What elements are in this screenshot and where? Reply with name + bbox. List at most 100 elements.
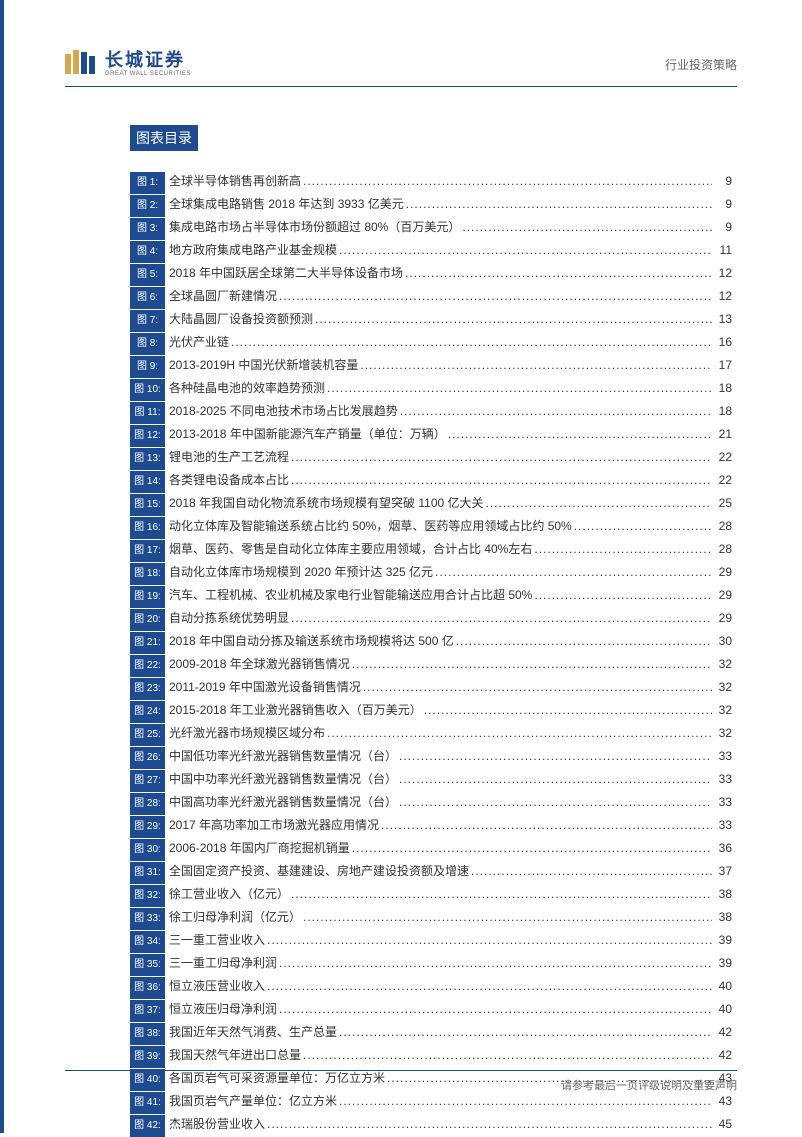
toc-item-page: 45 [714,1114,732,1134]
toc-dots [363,677,712,697]
toc-item-page: 22 [714,447,732,467]
toc-item-label: 图 3: [130,218,165,240]
toc-item: 图 1:全球半导体销售再创新高9 [130,171,732,194]
toc-item-page: 9 [714,194,732,214]
toc-item-label: 图 28: [130,793,165,815]
toc-item: 图 15:2018 年我国自动化物流系统市场规模有望突破 1100 亿大关 25 [130,493,732,516]
toc-item-title: 集成电路市场占半导体市场份额超过 80%（百万美元） [169,217,460,237]
toc-item-label: 图 37: [130,1000,165,1022]
toc-item-page: 32 [714,654,732,674]
toc-item-label: 图 36: [130,977,165,999]
toc-dots [360,355,712,375]
toc-item-title: 我国页岩气产量单位：亿立方米 [169,1091,337,1111]
toc-dots [486,493,712,513]
toc-item-label: 图 15: [130,494,165,516]
toc-item-label: 图 26: [130,747,165,769]
toc-dots [291,447,712,467]
toc-item-title: 2013-2019H 中国光伏新增装机容量 [169,355,358,375]
header-right-text: 行业投资策略 [665,56,737,73]
toc-item-page: 30 [714,631,732,651]
toc-item-label: 图 5: [130,264,165,286]
page-header: 长城证券 GREAT WALL SECURITIES 行业投资策略 [65,48,737,87]
toc-item-page: 32 [714,723,732,743]
toc-dots [327,378,712,398]
toc-item: 图 36:恒立液压营业收入40 [130,976,732,999]
toc-item-page: 40 [714,976,732,996]
toc-item-label: 图 17: [130,540,165,562]
toc-item: 图 37:恒立液压归母净利润40 [130,999,732,1022]
toc-item: 图 2:全球集成电路销售 2018 年达到 3933 亿美元9 [130,194,732,217]
toc-item-page: 17 [714,355,732,375]
toc-item-label: 图 34: [130,931,165,953]
toc-dots [279,999,712,1019]
toc-item-page: 38 [714,907,732,927]
toc-dots [399,746,712,766]
toc-item: 图 24:2015-2018 年工业激光器销售收入（百万美元） 32 [130,700,732,723]
toc-item-label: 图 12: [130,425,165,447]
toc-item: 图 33:徐工归母净利润（亿元）38 [130,907,732,930]
toc-item-page: 39 [714,930,732,950]
toc-dots [399,792,712,812]
section-title: 图表目录 [130,125,198,151]
toc-item-page: 33 [714,769,732,789]
toc-dots [534,585,712,605]
toc-item-label: 图 18: [130,563,165,585]
toc-item-title: 2018 年我国自动化物流系统市场规模有望突破 1100 亿大关 [169,493,484,513]
toc-dots [339,1022,712,1042]
toc-dots [267,976,712,996]
toc-item-page: 43 [714,1091,732,1111]
toc-item-title: 锂电池的生产工艺流程 [169,447,289,467]
toc-item: 图 11:2018-2025 不同电池技术市场占比发展趋势18 [130,401,732,424]
toc-item: 图 19:汽车、工程机械、农业机械及家电行业智能输送应用合计占比超 50%29 [130,585,732,608]
toc-dots [400,401,712,421]
toc-item-label: 图 10: [130,379,165,401]
toc-item-title: 中国低功率光纤激光器销售数量情况（台） [169,746,397,766]
toc-item-page: 40 [714,999,732,1019]
toc-item-title: 大陆晶圆厂设备投资额预测 [169,309,313,329]
toc-item-label: 图 22: [130,655,165,677]
toc-item-title: 全球半导体销售再创新高 [169,171,301,191]
toc-item: 图 31:全国固定资产投资、基建建设、房地产建设投资额及增速37 [130,861,732,884]
toc-item: 图 30:2006-2018 年国内厂商挖掘机销量36 [130,838,732,861]
toc-item-page: 38 [714,884,732,904]
toc-dots [231,332,712,352]
toc-item: 图 17:烟草、医药、零售是自动化立体库主要应用领域，合计占比 40%左右28 [130,539,732,562]
logo-sub-text: GREAT WALL SECURITIES [105,71,191,77]
toc-item-label: 图 11: [130,402,165,424]
toc-item-page: 32 [714,700,732,720]
toc-item: 图 23:2011-2019 年中国激光设备销售情况32 [130,677,732,700]
toc-dots [352,838,712,858]
toc-dots [456,631,712,651]
toc-item-page: 32 [714,677,732,697]
toc-item: 图 8:光伏产业链16 [130,332,732,355]
toc-item-label: 图 33: [130,908,165,930]
toc-item-page: 18 [714,401,732,421]
toc-item-label: 图 4: [130,241,165,263]
toc-item-page: 18 [714,378,732,398]
logo-section: 长城证券 GREAT WALL SECURITIES [65,48,191,80]
toc-dots [339,240,712,260]
toc-item: 图 25:光纤激光器市场规模区域分布32 [130,723,732,746]
toc-item-title: 汽车、工程机械、农业机械及家电行业智能输送应用合计占比超 50% [169,585,532,605]
toc-item-title: 2015-2018 年工业激光器销售收入（百万美元） [169,700,422,720]
toc-dots [574,516,712,536]
toc-item-label: 图 14: [130,471,165,493]
toc-item: 图 4:地方政府集成电路产业基金规模11 [130,240,732,263]
toc-item: 图 32:徐工营业收入（亿元）38 [130,884,732,907]
toc-dots [448,424,712,444]
toc-item-page: 36 [714,838,732,858]
toc-dots [471,861,712,881]
toc-item-label: 图 27: [130,770,165,792]
toc-item-page: 25 [714,493,732,513]
toc-item: 图 39:我国天然气年进出口总量42 [130,1045,732,1068]
toc-item-title: 2018 年中国自动分拣及输送系统市场规模将达 500 亿 [169,631,454,651]
toc-item-title: 2013-2018 年中国新能源汽车产销量（单位：万辆） [169,424,446,444]
toc-item: 图 21:2018 年中国自动分拣及输送系统市场规模将达 500 亿 30 [130,631,732,654]
toc-item-title: 2009-2018 年全球激光器销售情况 [169,654,350,674]
toc-dots [435,562,712,582]
toc-item-label: 图 35: [130,954,165,976]
toc-dots [381,815,712,835]
toc-item-label: 图 24: [130,701,165,723]
toc-item-label: 图 2: [130,195,165,217]
toc-item-label: 图 21: [130,632,165,654]
